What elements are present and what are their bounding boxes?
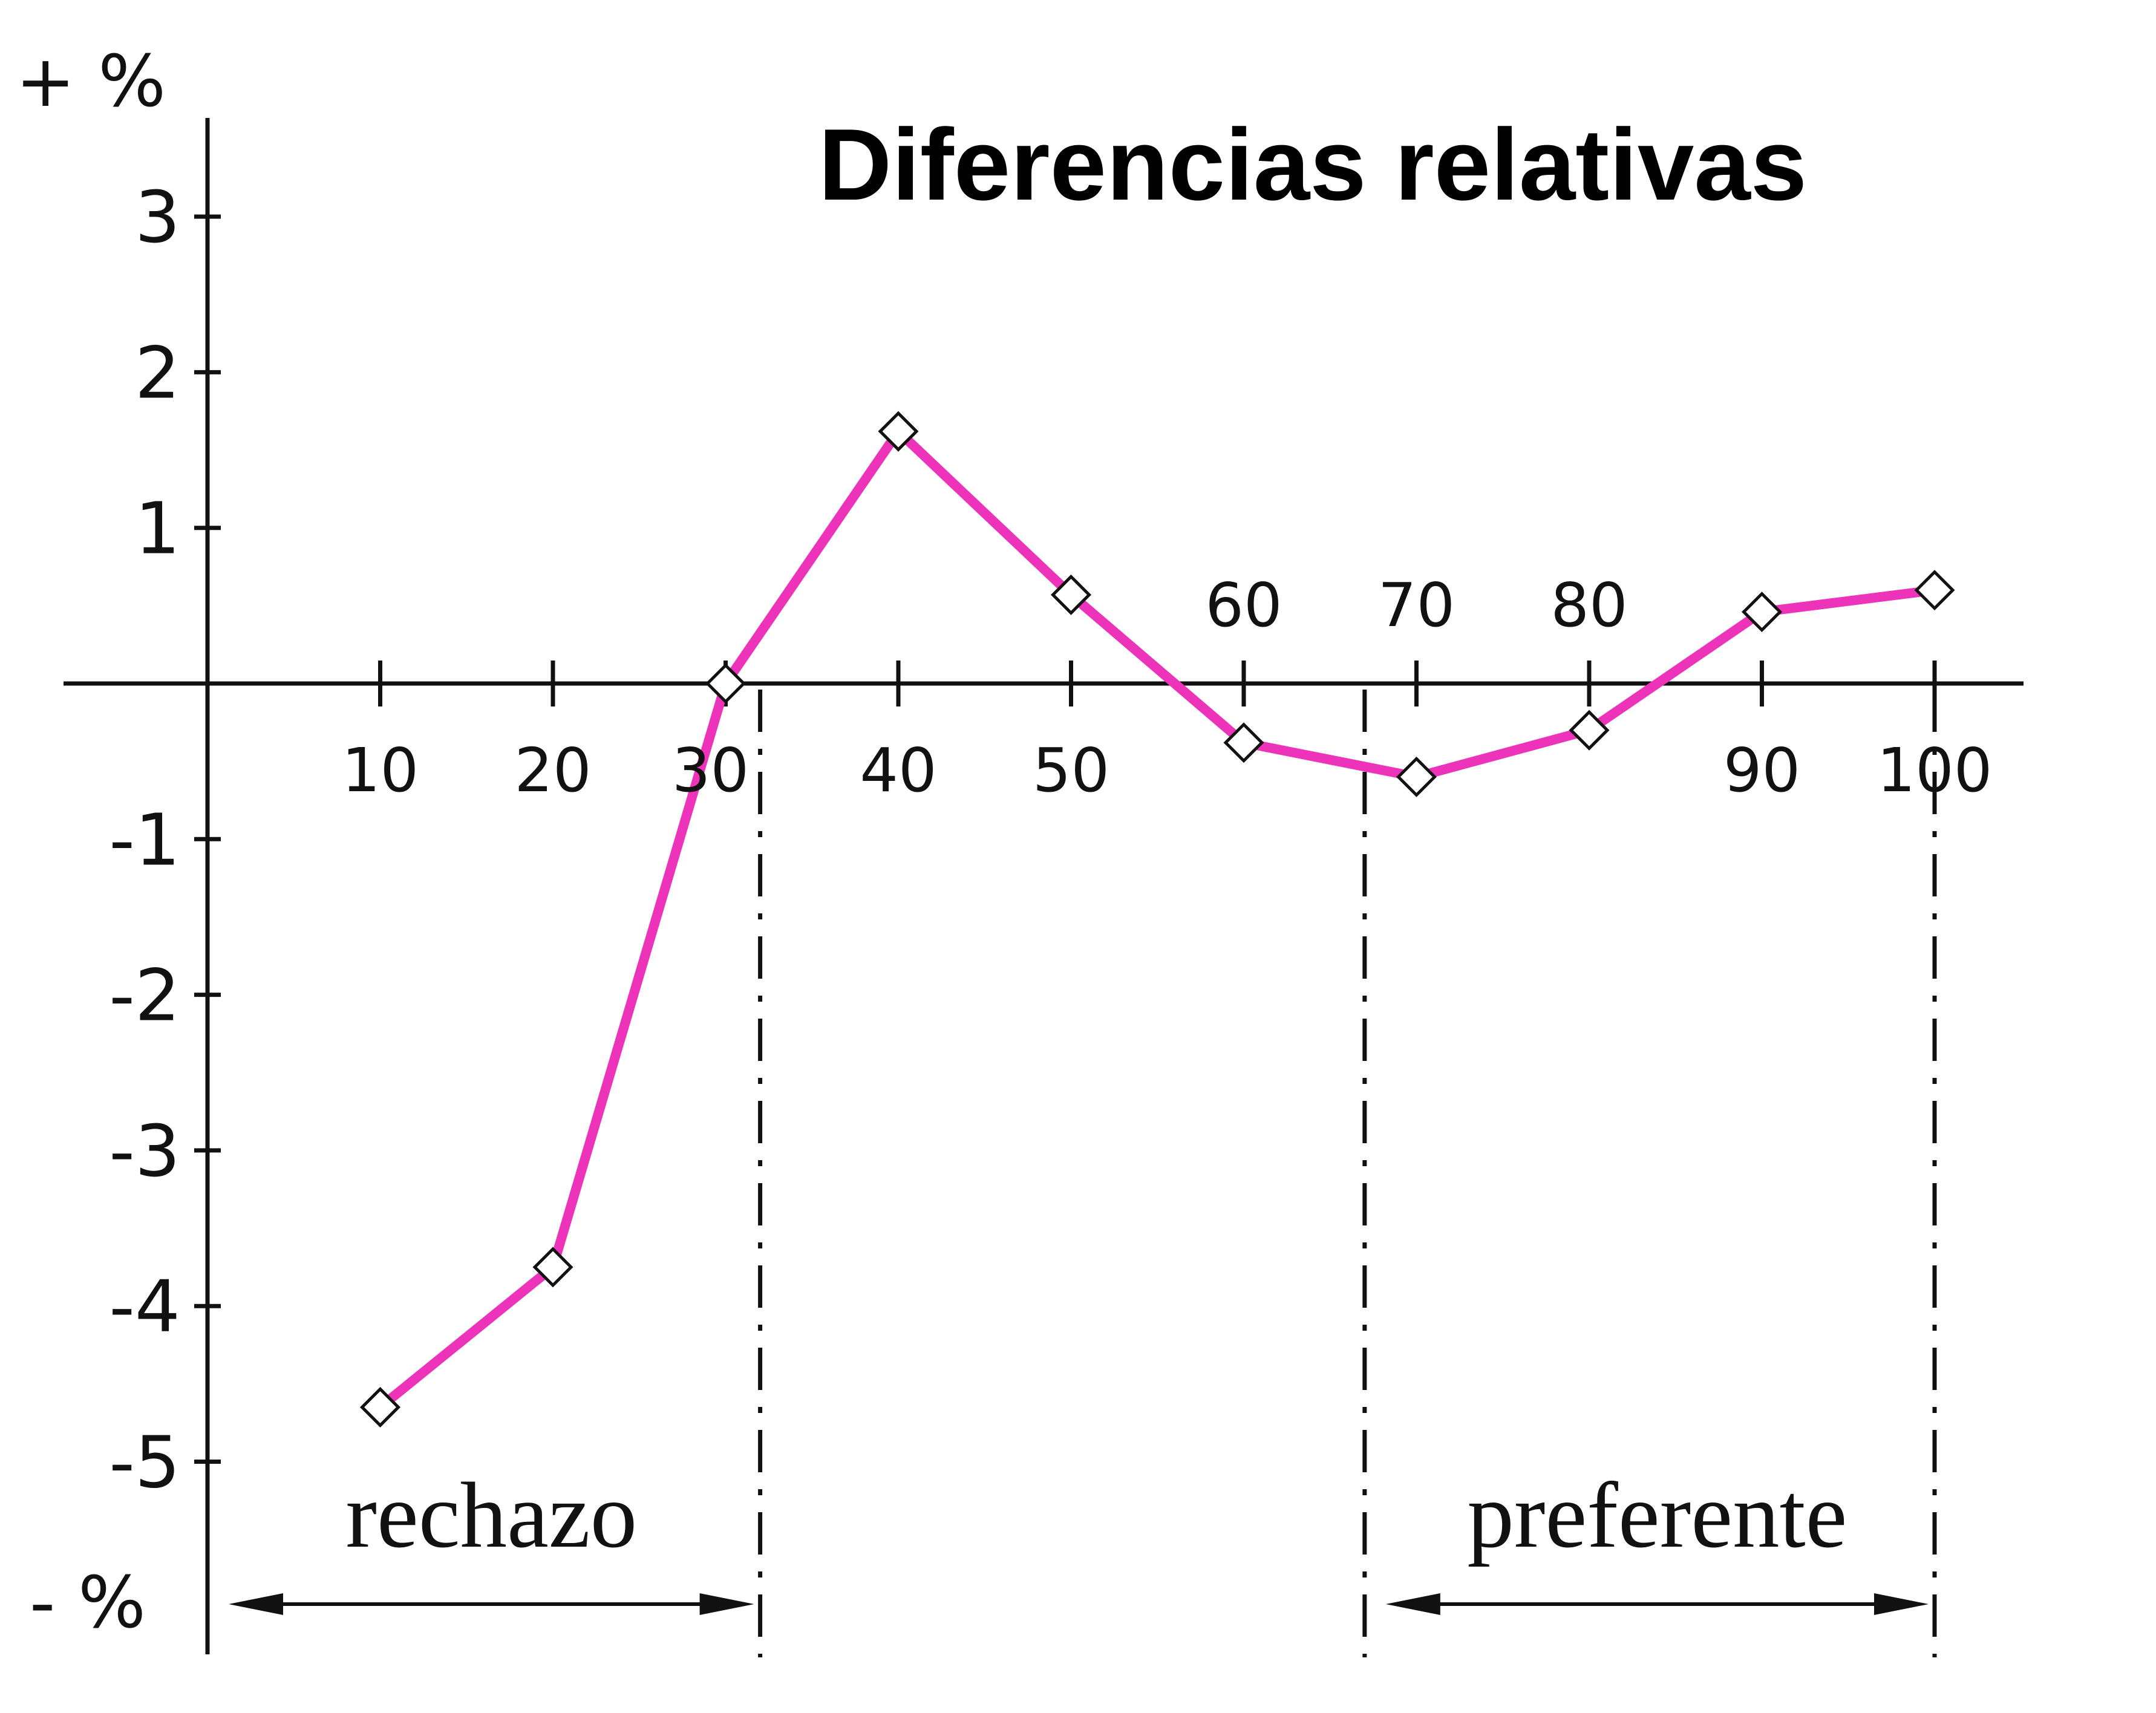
range-annotations: rechazo preferente (229, 1463, 1929, 1615)
data-point (359, 1386, 401, 1428)
x-tick-label: 20 (514, 735, 591, 806)
arrow-right-icon (699, 1593, 754, 1615)
data-point (1396, 756, 1437, 797)
y-axis-negative-label: - % (30, 1561, 146, 1644)
x-tick-label: 70 (1378, 570, 1455, 641)
x-tick-label: 10 (342, 735, 419, 806)
data-point (705, 663, 746, 704)
y-tick-label: -3 (109, 1109, 180, 1193)
y-tick-label: 2 (135, 331, 180, 414)
series-line (375, 426, 1939, 1412)
data-point (1050, 574, 1092, 615)
arrow-left-icon (1385, 1593, 1440, 1615)
x-tick-label: 80 (1550, 570, 1627, 641)
axes (64, 118, 2024, 1654)
data-point (878, 411, 919, 452)
range-label: rechazo (345, 1463, 637, 1567)
chart-title: Diferencias relativas (818, 108, 1807, 221)
x-tick-label: 50 (1033, 735, 1109, 806)
y-axis-positive-label: + % (16, 39, 166, 123)
data-point (1223, 722, 1264, 763)
range-label: preferente (1467, 1463, 1847, 1567)
x-tick-label: 40 (860, 735, 936, 806)
data-point (532, 1247, 573, 1288)
y-tick-label: -2 (109, 954, 180, 1037)
x-tick-label: 30 (672, 735, 749, 806)
y-tick-label: 3 (135, 175, 180, 259)
series (359, 411, 1955, 1428)
data-point (1569, 710, 1610, 751)
axis-labels: 3 2 1 -1 -2 -3 -4 -5 10 20 30 40 50 60 70 80 90 100 + % - % (16, 39, 1993, 1644)
x-tick-label: 90 (1723, 735, 1800, 806)
y-tick-label: -1 (109, 798, 180, 881)
x-tick-label: 60 (1205, 570, 1282, 641)
y-tick-label: 1 (135, 487, 180, 570)
x-tick-label: 100 (1877, 735, 1993, 806)
data-point (1741, 592, 1783, 633)
arrow-left-icon (229, 1593, 283, 1615)
data-point (1914, 570, 1955, 611)
arrow-right-icon (1874, 1593, 1929, 1615)
y-tick-label: -5 (109, 1421, 180, 1504)
y-tick-label: -4 (109, 1265, 180, 1348)
